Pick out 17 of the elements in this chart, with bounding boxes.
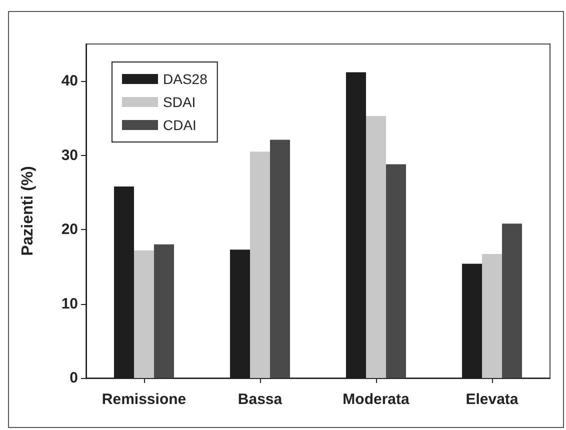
x-tick-label: Moderata — [342, 391, 410, 408]
legend-label: DAS28 — [163, 71, 208, 87]
bar — [250, 152, 270, 378]
bar — [482, 254, 502, 378]
y-tick-label: 0 — [70, 370, 78, 386]
y-tick-label: 10 — [61, 295, 78, 312]
legend-label: SDAI — [163, 94, 196, 110]
x-tick-label: Remissione — [102, 391, 186, 408]
bar — [134, 250, 154, 378]
y-axis-title: Pazienti (%) — [20, 166, 36, 256]
y-tick-label: 40 — [61, 72, 78, 90]
y-tick-label: 30 — [61, 146, 78, 164]
x-tick-label: Bassa — [238, 391, 283, 408]
y-tick-label: 20 — [61, 221, 78, 238]
bar — [366, 116, 386, 378]
legend-label: CDAI — [163, 117, 196, 133]
x-tick-label: Elevata — [466, 391, 519, 408]
